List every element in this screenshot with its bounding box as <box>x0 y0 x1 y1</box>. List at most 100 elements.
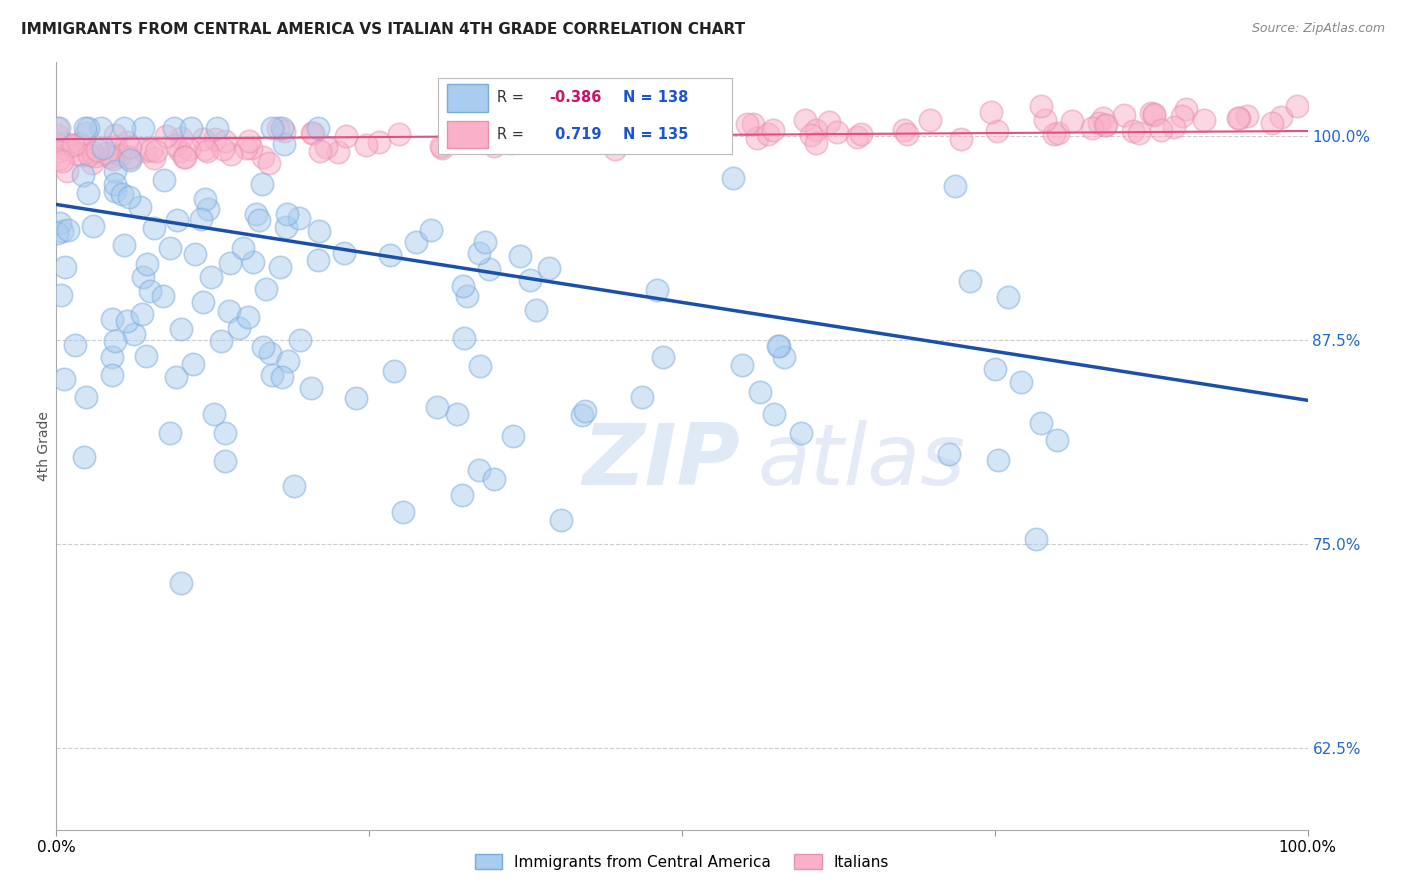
Point <box>118 153 141 168</box>
Point <box>195 145 218 159</box>
Point <box>252 177 274 191</box>
Point <box>696 123 718 137</box>
Point <box>45 136 67 151</box>
Point <box>405 235 427 250</box>
Point <box>984 362 1007 376</box>
Point <box>180 120 202 135</box>
Point <box>51 224 73 238</box>
Point <box>214 134 236 148</box>
Point <box>745 130 768 145</box>
Point <box>309 145 332 159</box>
Point <box>66 147 89 161</box>
Point <box>228 320 250 334</box>
Point <box>72 450 94 464</box>
Point <box>112 120 135 135</box>
Point <box>451 279 474 293</box>
Point <box>236 310 259 325</box>
Point <box>288 211 311 226</box>
Point <box>283 479 305 493</box>
Point <box>115 136 138 150</box>
Point <box>1192 113 1215 128</box>
Point <box>190 211 212 226</box>
Point <box>55 142 77 156</box>
Point <box>73 120 96 135</box>
Point <box>90 120 112 135</box>
Point <box>194 192 217 206</box>
Point <box>896 127 918 141</box>
Point <box>45 128 67 142</box>
Text: ZIP: ZIP <box>582 420 740 503</box>
Point <box>804 136 827 150</box>
Point <box>531 124 554 138</box>
Point <box>75 391 97 405</box>
Point <box>307 252 329 267</box>
Point <box>49 216 72 230</box>
Point <box>756 127 779 141</box>
Point <box>49 287 72 301</box>
Point <box>742 117 765 131</box>
Point <box>104 177 127 191</box>
Point <box>762 123 785 137</box>
Point <box>101 368 124 383</box>
Point <box>1163 120 1185 134</box>
Point <box>170 576 193 591</box>
Point <box>468 359 491 373</box>
Point <box>592 131 614 145</box>
Point <box>218 256 240 270</box>
Point <box>763 407 786 421</box>
Point <box>560 126 582 140</box>
Point <box>1150 123 1173 137</box>
Point <box>793 113 815 128</box>
Point <box>1285 99 1308 113</box>
Point <box>1092 111 1115 125</box>
Point <box>1094 118 1116 132</box>
Point <box>571 408 593 422</box>
Point <box>98 150 121 164</box>
Point <box>1010 375 1032 389</box>
Point <box>388 128 411 142</box>
Point <box>76 120 98 135</box>
Point <box>75 126 97 140</box>
Point <box>1043 127 1066 141</box>
Point <box>451 487 474 501</box>
Point <box>456 132 478 146</box>
Point <box>269 260 291 274</box>
Point <box>430 139 453 153</box>
Point <box>65 337 87 351</box>
Point <box>165 370 187 384</box>
Text: atlas: atlas <box>756 420 965 503</box>
Point <box>252 150 274 164</box>
Point <box>800 128 823 143</box>
Point <box>299 381 322 395</box>
Point <box>766 338 789 352</box>
Point <box>91 141 114 155</box>
Point <box>1236 109 1258 123</box>
Point <box>153 172 176 186</box>
Point <box>695 130 717 145</box>
Point <box>846 130 869 145</box>
Point <box>145 145 167 159</box>
Point <box>748 384 770 399</box>
Point <box>53 260 76 275</box>
Point <box>274 219 297 234</box>
Point <box>259 346 281 360</box>
Point <box>1088 115 1111 129</box>
Point <box>159 241 181 255</box>
Point <box>122 326 145 341</box>
Point <box>392 506 415 520</box>
Point <box>48 120 70 135</box>
Point <box>488 116 510 130</box>
Point <box>538 260 561 275</box>
Point <box>132 120 155 135</box>
Point <box>502 428 524 442</box>
Point <box>585 114 607 128</box>
Text: Source: ZipAtlas.com: Source: ZipAtlas.com <box>1251 22 1385 36</box>
Point <box>1174 102 1197 116</box>
Point <box>453 331 475 345</box>
Point <box>267 120 290 135</box>
Point <box>111 187 134 202</box>
Point <box>67 136 90 151</box>
Point <box>1081 121 1104 136</box>
Point <box>118 150 141 164</box>
Point <box>132 269 155 284</box>
